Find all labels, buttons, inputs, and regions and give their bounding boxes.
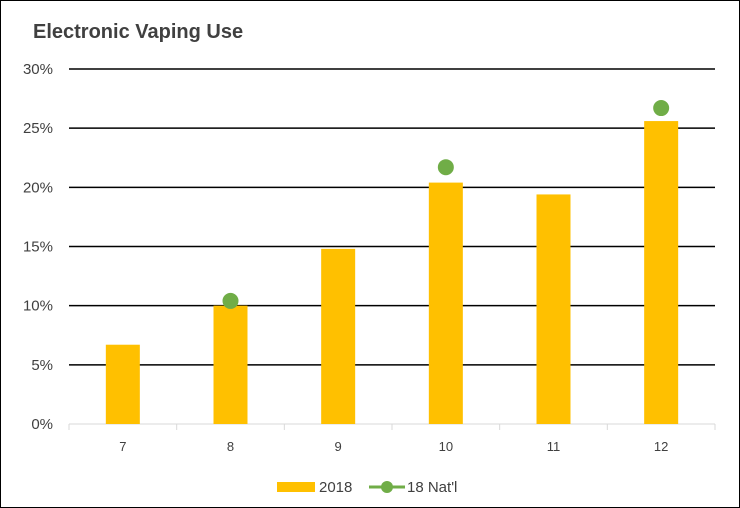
marker-point [222, 292, 239, 309]
y-tick-label: 20% [23, 179, 53, 196]
bar [321, 248, 356, 424]
x-tick-label: 11 [547, 439, 561, 454]
x-tick-label: 7 [119, 439, 126, 454]
bar [213, 305, 248, 424]
y-tick-label: 30% [23, 61, 53, 78]
y-tick-label: 0% [31, 416, 53, 433]
y-tick-label: 5% [31, 357, 53, 374]
marker-point [653, 100, 670, 117]
legend-marker-nat [381, 481, 393, 493]
bar [428, 182, 463, 424]
x-tick-label: 9 [335, 439, 342, 454]
y-tick-label: 25% [23, 120, 53, 137]
marker-point [437, 159, 454, 176]
x-tick-label: 8 [227, 439, 234, 454]
bar [644, 121, 679, 425]
x-tick-label: 12 [654, 439, 668, 454]
bar [536, 194, 571, 424]
y-tick-label: 15% [23, 239, 53, 256]
chart-title: Electronic Vaping Use [33, 21, 244, 43]
bar [105, 344, 140, 424]
legend-swatch-2018 [277, 482, 315, 492]
legend-label-nat: 18 Nat'l [407, 479, 457, 496]
legend-label-2018: 2018 [319, 479, 352, 496]
x-tick-label: 10 [439, 439, 453, 454]
y-tick-label: 10% [23, 298, 53, 315]
